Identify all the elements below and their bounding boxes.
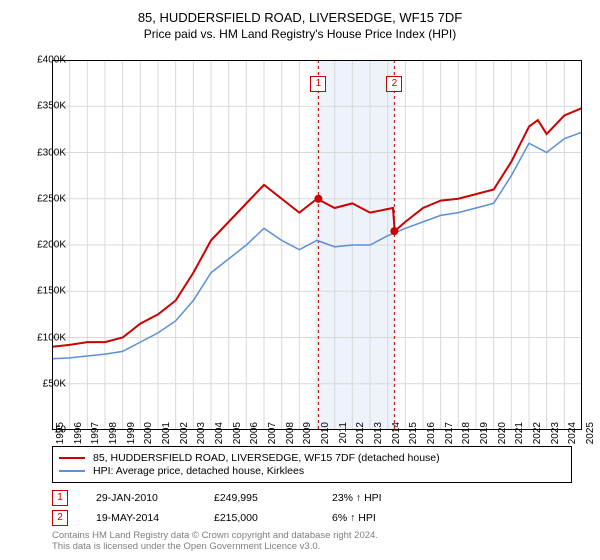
line-chart [52, 60, 582, 430]
sale-price: £249,995 [214, 492, 304, 504]
legend-row: 85, HUDDERSFIELD ROAD, LIVERSEDGE, WF15 … [59, 452, 565, 464]
sale-date: 29-JAN-2010 [96, 492, 186, 504]
sale-row: 1 29-JAN-2010 £249,995 23% ↑ HPI [52, 490, 422, 506]
y-tick-label: £200K [16, 240, 66, 251]
x-tick-label: 2025 [585, 422, 596, 462]
legend-row: HPI: Average price, detached house, Kirk… [59, 465, 565, 477]
sale-row: 2 19-MAY-2014 £215,000 6% ↑ HPI [52, 510, 422, 526]
sale-price: £215,000 [214, 512, 304, 524]
sale-marker: 2 [386, 76, 402, 92]
legend-swatch [59, 457, 85, 459]
sale-delta: 6% ↑ HPI [332, 512, 422, 524]
sale-delta: 23% ↑ HPI [332, 492, 422, 504]
legend-label: 85, HUDDERSFIELD ROAD, LIVERSEDGE, WF15 … [93, 452, 440, 464]
sales-table: 1 29-JAN-2010 £249,995 23% ↑ HPI 2 19-MAY-201… [52, 490, 422, 530]
footer-line2: This data is licensed under the Open Gov… [52, 541, 320, 552]
sale-index-box: 2 [52, 510, 68, 526]
y-tick-label: £350K [16, 101, 66, 112]
y-tick-label: £100K [16, 332, 66, 343]
y-tick-label: £400K [16, 55, 66, 66]
y-tick-label: £50K [16, 378, 66, 389]
legend-swatch [59, 470, 85, 472]
chart-title: 85, HUDDERSFIELD ROAD, LIVERSEDGE, WF15 … [0, 0, 600, 25]
chart-subtitle: Price paid vs. HM Land Registry's House … [0, 27, 600, 41]
y-tick-label: £150K [16, 286, 66, 297]
legend: 85, HUDDERSFIELD ROAD, LIVERSEDGE, WF15 … [52, 446, 572, 483]
footer-text: Contains HM Land Registry data © Crown c… [52, 530, 378, 553]
y-tick-label: £250K [16, 193, 66, 204]
footer-line1: Contains HM Land Registry data © Crown c… [52, 530, 378, 541]
sale-index-box: 1 [52, 490, 68, 506]
legend-label: HPI: Average price, detached house, Kirk… [93, 465, 304, 477]
sale-date: 19-MAY-2014 [96, 512, 186, 524]
sale-marker: 1 [310, 76, 326, 92]
y-tick-label: £300K [16, 147, 66, 158]
